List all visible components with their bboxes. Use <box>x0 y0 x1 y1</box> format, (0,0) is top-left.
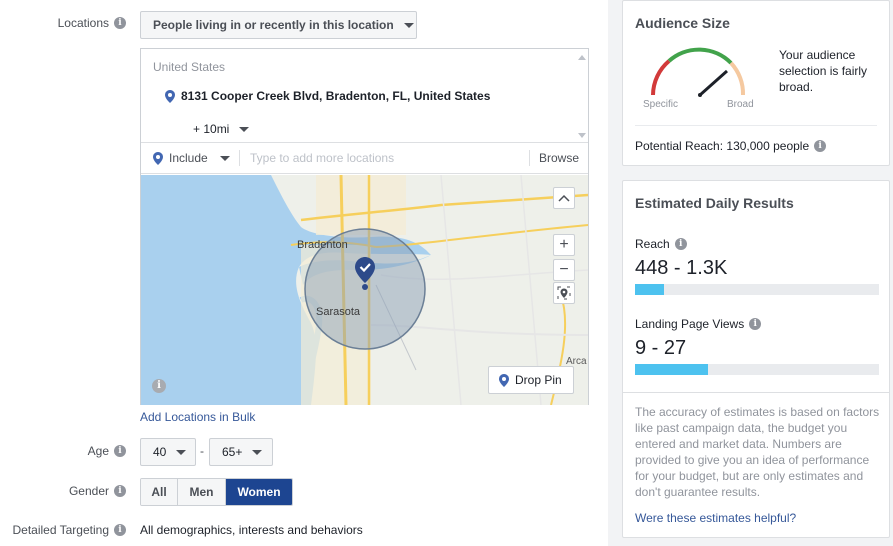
gender-toggle-group: All Men Women <box>140 478 293 506</box>
lpv-bar <box>635 364 879 375</box>
location-address[interactable]: 8131 Cooper Creek Blvd, Bradenton, FL, U… <box>165 89 490 103</box>
radius-dropdown[interactable]: + 10mi <box>193 122 250 136</box>
location-map[interactable]: Bradenton Sarasota Arca + − <box>141 175 588 405</box>
location-list-scrollbar[interactable] <box>576 49 588 142</box>
chevron-up-icon <box>558 194 570 202</box>
reach-label: Reach <box>635 237 670 251</box>
reach-value: 448 - 1.3K <box>635 257 728 279</box>
gender-all-button[interactable]: All <box>141 479 178 505</box>
age-min-value: 40 <box>153 445 167 459</box>
potential-reach-row: Potential Reach: 130,000 people i <box>635 139 827 153</box>
gender-men-button[interactable]: Men <box>178 479 226 505</box>
scroll-up-icon[interactable] <box>578 55 586 60</box>
lpv-label-row: Landing Page Views i <box>635 317 762 331</box>
info-icon[interactable]: i <box>749 318 762 330</box>
info-icon[interactable]: i <box>114 524 126 536</box>
caret-down-icon <box>403 22 414 28</box>
estimated-results-card: Estimated Daily Results Reach i 448 - 1.… <box>622 180 890 538</box>
reach-bar <box>635 284 879 295</box>
estimated-results-title: Estimated Daily Results <box>635 195 794 211</box>
recenter-icon <box>557 286 571 300</box>
detailed-targeting-value: All demographics, interests and behavior… <box>140 523 363 537</box>
info-icon[interactable]: i <box>152 379 166 393</box>
audience-gauge: Specific Broad <box>643 45 754 115</box>
age-label: Age <box>87 444 109 458</box>
gauge-specific-label: Specific <box>643 99 679 110</box>
info-icon[interactable]: i <box>114 445 126 457</box>
drop-pin-label: Drop Pin <box>515 373 562 387</box>
age-max-select[interactable]: 65+ <box>209 438 273 466</box>
location-pin-icon <box>165 89 175 103</box>
add-location-input[interactable] <box>240 150 529 166</box>
age-label-row: Age i <box>88 444 126 458</box>
detailed-targeting-label: Detailed Targeting <box>12 523 109 537</box>
location-mode-label: People living in or recently in this loc… <box>153 18 394 32</box>
location-country: United States <box>153 60 226 74</box>
reach-label-row: Reach i <box>635 237 687 251</box>
age-min-select[interactable]: 40 <box>140 438 196 466</box>
map-city-sarasota: Sarasota <box>316 306 361 318</box>
map-city-arcadia: Arca <box>566 356 587 367</box>
audience-description: Your audience selection is fairly broad. <box>779 48 868 94</box>
estimates-column: Audience Size Specific Broad Your audien… <box>610 0 893 546</box>
divider <box>528 150 530 166</box>
gender-label-row: Gender i <box>69 484 126 498</box>
map-pin-icon[interactable] <box>355 257 375 291</box>
gender-label: Gender <box>68 484 109 498</box>
zoom-in-button[interactable]: + <box>553 234 575 256</box>
targeting-panel: Locations i People living in or recently… <box>0 0 608 546</box>
map-canvas[interactable] <box>141 175 588 405</box>
age-separator: - <box>200 444 204 458</box>
map-city-bradenton: Bradenton <box>297 239 348 251</box>
divider <box>635 125 877 126</box>
estimate-disclaimer: The accuracy of estimates is based on fa… <box>635 405 880 499</box>
radius-value: + 10mi <box>193 122 230 136</box>
info-icon[interactable]: i <box>814 140 827 152</box>
info-icon[interactable]: i <box>674 238 687 250</box>
location-pin-icon <box>499 373 509 387</box>
divider <box>623 392 889 393</box>
include-dropdown[interactable]: Include <box>141 143 239 173</box>
divider <box>239 150 240 166</box>
scroll-down-icon[interactable] <box>578 133 586 138</box>
map-collapse-button[interactable] <box>553 187 575 209</box>
potential-reach: Potential Reach: 130,000 people <box>635 139 810 153</box>
browse-button[interactable]: Browse <box>538 151 579 165</box>
info-icon[interactable]: i <box>114 17 126 29</box>
detailed-targeting-label-row: Detailed Targeting i <box>12 523 126 537</box>
location-search-row: Include Browse <box>141 142 588 174</box>
lpv-label: Landing Page Views <box>635 317 745 331</box>
info-icon[interactable]: i <box>114 485 126 497</box>
gauge-broad-label: Broad <box>727 99 754 110</box>
location-address-text: 8131 Cooper Creek Blvd, Bradenton, FL, U… <box>181 89 491 103</box>
caret-down-icon <box>239 126 250 132</box>
lpv-value: 9 - 27 <box>635 337 687 359</box>
caret-down-icon <box>176 449 187 455</box>
location-pin-icon <box>153 151 163 165</box>
gauge-icon <box>651 47 746 97</box>
recenter-button[interactable] <box>553 282 575 304</box>
audience-size-title: Audience Size <box>635 15 730 31</box>
audience-size-card: Audience Size Specific Broad Your audien… <box>622 0 890 166</box>
add-locations-bulk-link[interactable]: Add Locations in Bulk <box>140 410 256 424</box>
gender-women-button[interactable]: Women <box>226 479 292 505</box>
location-box: United States 8131 Cooper Creek Blvd, Br… <box>140 48 589 405</box>
location-mode-dropdown[interactable]: People living in or recently in this loc… <box>140 11 417 39</box>
locations-label-row: Locations i <box>58 16 126 30</box>
include-label: Include <box>169 151 208 165</box>
locations-label: Locations <box>57 16 109 30</box>
lpv-bar-fill <box>635 364 709 375</box>
estimates-helpful-link[interactable]: Were these estimates helpful? <box>635 511 797 525</box>
caret-down-icon <box>219 155 230 161</box>
reach-bar-fill <box>635 284 665 295</box>
zoom-out-button[interactable]: − <box>553 259 575 281</box>
caret-down-icon <box>252 449 263 455</box>
drop-pin-button[interactable]: Drop Pin <box>488 366 574 394</box>
age-max-value: 65+ <box>222 445 243 459</box>
